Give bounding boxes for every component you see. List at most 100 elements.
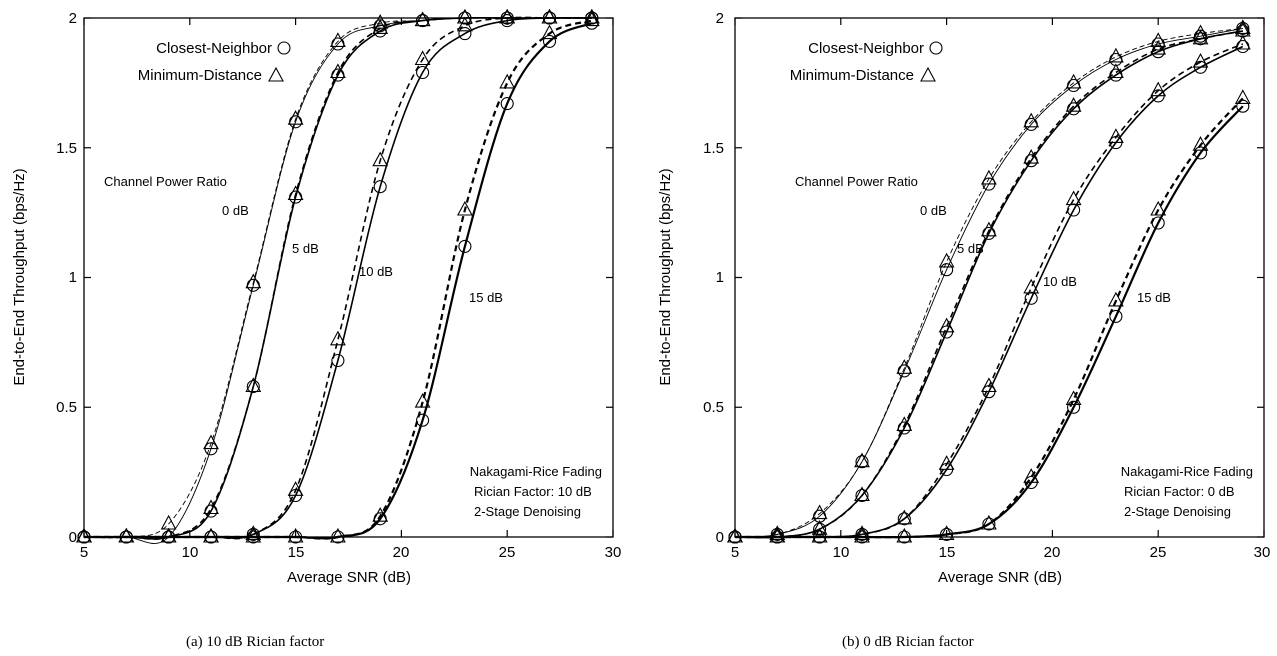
triangle-marker — [854, 525, 870, 540]
circle-marker — [1024, 291, 1038, 305]
circle-marker — [119, 530, 133, 544]
legend-label: Minimum-Distance — [790, 67, 914, 84]
triangle-marker — [541, 8, 558, 24]
circle-marker — [542, 34, 557, 48]
triangle-marker — [287, 527, 304, 543]
triangle-marker — [727, 527, 743, 543]
series-line-0db-triangle — [83, 17, 592, 539]
circle-marker — [500, 97, 514, 111]
curve-label-5db: 5 dB — [292, 241, 319, 256]
x-tick-label: 10 — [182, 544, 199, 561]
triangle-marker — [938, 317, 955, 333]
annotations: Channel Power Ratio 0 dB 5 dB 10 dB 15 d… — [795, 174, 1253, 519]
series-markers — [76, 8, 600, 544]
circle-marker — [246, 379, 260, 394]
triangle-marker — [583, 11, 600, 27]
triangle-marker — [456, 8, 473, 24]
series-line-0db-triangle — [734, 27, 1243, 538]
circle-marker — [940, 263, 954, 277]
triangle-marker — [1023, 468, 1040, 483]
triangle-marker — [499, 8, 516, 24]
triangle-marker — [456, 16, 473, 32]
x-tick-label: 5 — [80, 544, 88, 561]
y-tick-label: 0 — [716, 529, 724, 546]
series-line-10db-circle — [84, 17, 592, 539]
circle-marker — [897, 512, 911, 526]
series-curves — [83, 16, 593, 544]
circle-marker — [458, 11, 472, 25]
triangle-marker — [414, 50, 431, 66]
triangle-marker — [118, 527, 135, 543]
x-tick-label: 10 — [833, 544, 850, 561]
circle-marker — [246, 530, 260, 544]
circle-marker — [1151, 216, 1165, 230]
circle-marker — [416, 413, 430, 427]
series-line-10db-triangle — [84, 16, 592, 540]
y-tick-label: 1 — [69, 269, 77, 286]
triangle-marker — [1107, 63, 1124, 79]
triangle-marker — [896, 359, 913, 374]
series-curves — [734, 27, 1244, 539]
info-line: Rician Factor: 10 dB — [474, 484, 592, 499]
triangle-marker — [1065, 97, 1082, 112]
triangle-marker — [811, 527, 828, 543]
triangle-marker — [1234, 89, 1251, 104]
circle-marker — [458, 27, 472, 41]
triangle-marker — [160, 527, 177, 543]
circle-marker — [770, 530, 784, 544]
triangle-marker — [287, 185, 304, 201]
panel-a: 0 0.5 1 1.5 2 5 10 15 20 25 30 Average S… — [11, 8, 621, 650]
series-line-15db-triangle — [84, 19, 593, 540]
y-tick-label: 2 — [716, 10, 724, 27]
triangle-marker — [245, 377, 262, 393]
curve-label-15db: 15 dB — [1137, 290, 1171, 305]
triangle-marker — [329, 330, 346, 346]
y-axis-label: End-to-End Throughput (bps/Hz) — [11, 168, 28, 385]
triangle-marker — [372, 507, 389, 522]
triangle-marker — [541, 24, 558, 40]
triangle-marker — [854, 452, 870, 468]
info-line: Rician Factor: 0 dB — [1124, 484, 1235, 499]
x-axis-label: Average SNR (dB) — [938, 569, 1062, 586]
triangle-marker — [896, 509, 913, 525]
triangle-marker — [896, 416, 913, 431]
triangle-marker — [245, 273, 262, 289]
curve-label-10db: 10 dB — [1043, 274, 1077, 289]
triangle-marker — [896, 527, 913, 543]
triangle-marker — [811, 520, 828, 535]
axis-ticks — [734, 17, 1265, 538]
triangle-marker — [1150, 200, 1167, 216]
caption-a: (a) 10 dB Rician factor — [186, 634, 324, 650]
annotations: Channel Power Ratio 0 dB 5 dB 10 dB 15 d… — [104, 174, 602, 519]
y-tick-label: 0 — [69, 529, 77, 546]
circle-marker — [813, 522, 827, 536]
x-tick-label: 15 — [939, 544, 956, 561]
legend-label: Closest-Neighbor — [156, 40, 272, 57]
circle-marker — [204, 530, 218, 544]
circle-marker — [813, 530, 827, 544]
triangle-marker — [980, 377, 997, 393]
circle-marker — [1193, 146, 1208, 160]
triangle-marker — [1107, 291, 1124, 307]
circle-marker — [542, 11, 557, 25]
triangle-marker — [329, 32, 346, 47]
legend-triangle-marker — [920, 66, 936, 82]
triangle-marker — [456, 200, 473, 216]
circle-marker — [855, 455, 869, 469]
axis-ticks — [83, 17, 614, 538]
triangle-marker — [1192, 136, 1209, 151]
series-line-5db-circle — [84, 17, 592, 540]
x-tick-label: 30 — [1254, 544, 1271, 561]
triangle-marker — [980, 514, 997, 530]
triangle-marker — [980, 221, 997, 237]
y-tick-label: 1.5 — [56, 140, 77, 157]
curve-label-0db: 0 dB — [920, 203, 947, 218]
x-tick-labels: 5 10 15 20 25 30 — [731, 544, 1271, 561]
triangle-marker — [287, 481, 304, 496]
triangle-marker — [203, 527, 219, 543]
curve-label-0db: 0 dB — [222, 203, 249, 218]
triangle-marker — [372, 19, 389, 34]
triangle-marker — [203, 499, 219, 515]
circle-marker — [373, 180, 387, 194]
